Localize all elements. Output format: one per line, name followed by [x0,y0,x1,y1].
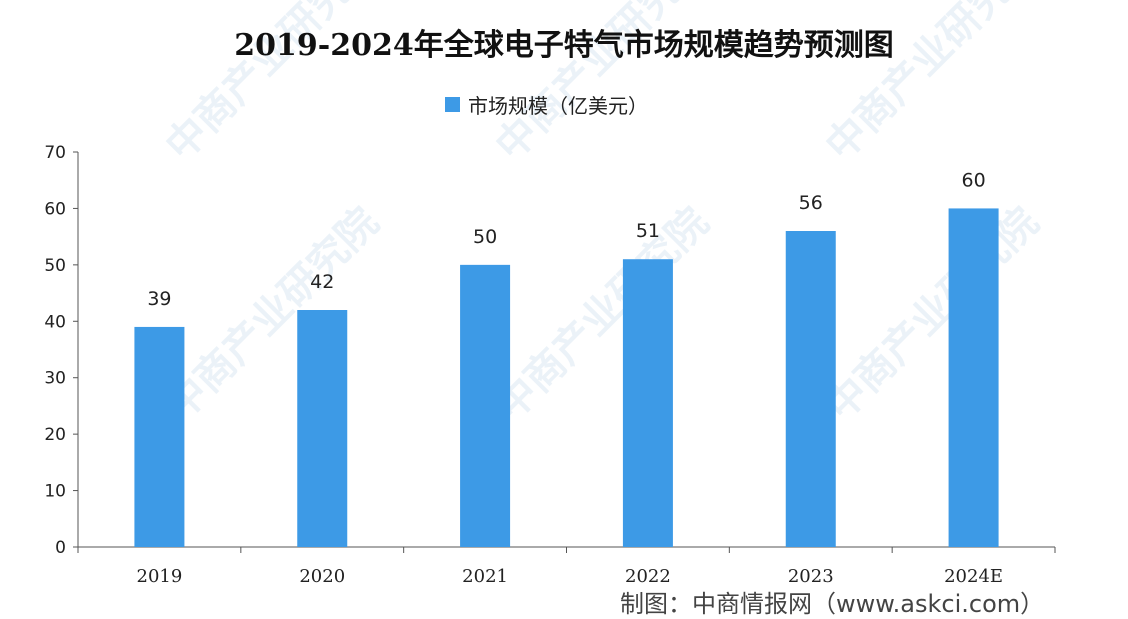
x-tick-label: 2022 [625,566,671,587]
legend: 市场规模（亿美元） [445,90,648,119]
bar [460,264,511,547]
data-label: 56 [799,192,823,214]
legend-swatch [445,97,460,112]
x-tick-label: 2024E [944,566,1003,587]
y-tick-label: 0 [55,538,66,558]
y-tick-label: 30 [44,369,66,389]
y-tick-label: 60 [44,199,66,219]
y-tick-label: 40 [44,312,66,332]
bar-chart: 0 10 20 30 40 50 60 70 39 2019 42 2020 50 2021 51 2022 5… [44,143,1056,587]
bar [948,208,999,547]
data-label: 39 [147,288,171,310]
x-tick-label: 2021 [462,566,508,587]
bar [134,326,185,547]
chart-source: 制图：中商情报网（www.askci.com） [620,590,1045,618]
y-tick-label: 50 [44,256,66,276]
data-label: 60 [961,169,985,191]
y-tick-label: 20 [44,425,66,445]
bar [785,231,836,547]
y-tick-label: 70 [44,143,66,163]
x-tick-label: 2020 [299,566,345,587]
data-label: 50 [473,226,497,248]
chart-title: 2019-2024年全球电子特气市场规模趋势预测图 [234,28,894,63]
data-label: 51 [636,220,660,242]
bar [622,259,673,547]
x-tick-label: 2023 [788,566,834,587]
bar [297,310,348,547]
x-tick-label: 2019 [137,566,183,587]
data-label: 42 [310,271,334,293]
legend-label: 市场规模（亿美元） [468,94,648,118]
y-tick-label: 10 [44,482,66,502]
